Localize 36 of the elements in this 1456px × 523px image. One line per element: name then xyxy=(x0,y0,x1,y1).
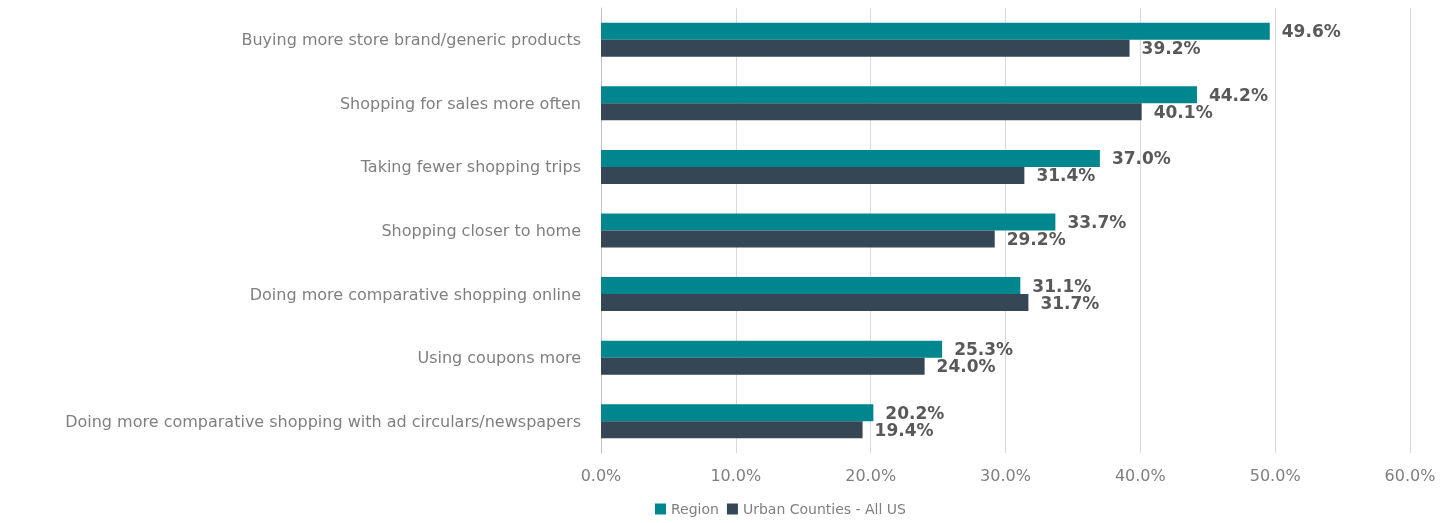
y-tick-label: Using coupons more xyxy=(417,348,581,368)
data-label: 39.2% xyxy=(1141,38,1201,59)
bar xyxy=(601,421,863,439)
y-tick-label: Shopping for sales more often xyxy=(339,93,581,113)
x-tick-label: 40.0% xyxy=(1114,465,1166,485)
y-tick-label: Taking fewer shopping trips xyxy=(359,157,581,177)
data-label: 33.7% xyxy=(1067,212,1127,232)
x-tick-label: 20.0% xyxy=(845,465,897,485)
legend-label: Urban Counties - All US xyxy=(742,501,907,517)
bar xyxy=(601,149,1100,167)
bar xyxy=(601,340,943,358)
legend-label: Region xyxy=(671,501,719,517)
bar xyxy=(601,357,925,375)
y-tick-label: Buying more store brand/generic products xyxy=(241,30,581,50)
bar xyxy=(601,213,1056,231)
x-tick-label: 10.0% xyxy=(710,465,762,485)
y-tick-label: Doing more comparative shopping online xyxy=(249,284,581,304)
data-label: 29.2% xyxy=(1006,229,1066,249)
data-label: 49.6% xyxy=(1281,21,1341,42)
bar xyxy=(601,404,874,422)
x-tick-label: 60.0% xyxy=(1384,465,1436,485)
x-tick-label: 50.0% xyxy=(1249,465,1301,485)
bar xyxy=(601,294,1029,312)
bar xyxy=(601,103,1142,121)
data-label: 37.0% xyxy=(1111,148,1171,169)
y-tick-label: Doing more comparative shopping with ad circulars/newspapers xyxy=(65,411,581,431)
bar xyxy=(601,86,1197,104)
x-tick-label: 0.0% xyxy=(580,465,622,485)
data-label: 31.4% xyxy=(1036,165,1096,186)
bar xyxy=(601,39,1130,57)
bar xyxy=(601,230,995,248)
bar xyxy=(601,277,1021,295)
bar xyxy=(601,22,1270,40)
y-tick-label: Shopping closer to home xyxy=(381,221,581,240)
x-tick-label: 30.0% xyxy=(980,465,1031,485)
bar xyxy=(601,166,1025,184)
